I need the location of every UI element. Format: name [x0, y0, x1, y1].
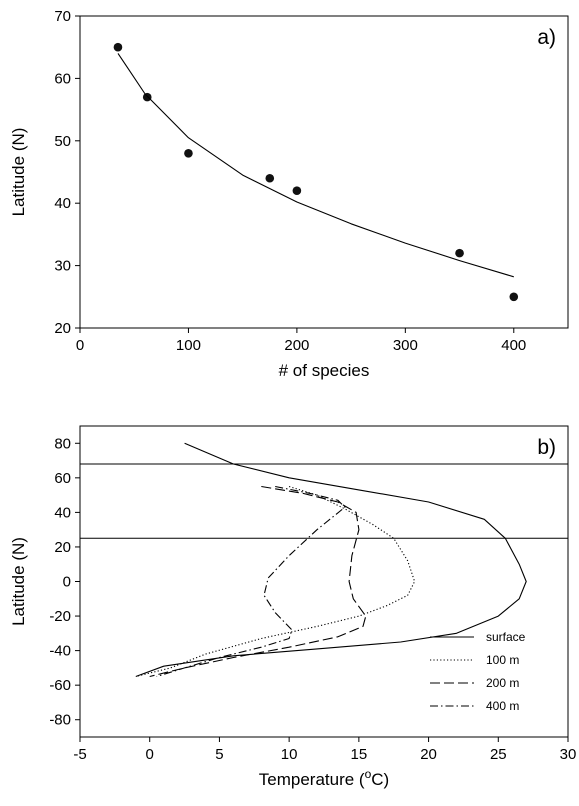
panel-a-y-tick-label: 30: [54, 258, 71, 275]
panel-a-y-tick-label: 70: [54, 8, 71, 25]
panel-b-legend-entry: 100 m: [486, 653, 519, 667]
panel-a-x-tick-label: 400: [501, 337, 526, 354]
panel-b-y-tick-label: -60: [49, 677, 71, 694]
panel-a-data-point: [113, 42, 123, 52]
panel-a-plot-frame: [79, 15, 569, 329]
panel-a-y-tick-label: 60: [54, 70, 71, 87]
panel-b-x-tick-label: 30: [560, 746, 577, 763]
panel-a-scatter-chart: 0 100 200 300 400 20 30 40 50 60 70 # of species Lat…: [9, 8, 569, 380]
panel-a-y-tick-label: 50: [54, 133, 71, 150]
panel-b-y-tick-label: 80: [54, 435, 71, 452]
panel-a-y-tick-label: 20: [54, 320, 71, 337]
panel-b-x-tick-label: -5: [73, 746, 86, 763]
panel-b-series-100-m: [135, 485, 416, 678]
panel-b-panel-label: b): [537, 436, 556, 459]
panel-a-x-tick-label: 300: [393, 337, 418, 354]
panel-b-x-tick-label: 10: [281, 746, 298, 763]
panel-b-series-400-m: [156, 485, 346, 678]
panel-b-y-tick-label: 20: [54, 539, 71, 556]
panel-b-x-tick-label: 0: [146, 746, 154, 763]
panel-b-y-tick-label: 40: [54, 504, 71, 521]
panel-b-line-chart: -5 0 5 10 15 20 25 30 -80 -60 -40 -20 0 20 40 60 80 Tempe…: [9, 425, 577, 789]
panel-b-series-surface: [135, 442, 527, 678]
panel-a-data-point: [184, 148, 193, 158]
panel-b-y-tick-label: 60: [54, 470, 71, 487]
panel-b-x-axis-label: Temperature (oC): [259, 767, 389, 789]
panel-b-x-tick-label: 25: [490, 746, 507, 763]
panel-b-y-tick-label: 0: [63, 574, 71, 591]
panel-a-x-tick-label: 200: [284, 337, 309, 354]
panel-a-fit-line: [117, 53, 514, 278]
panel-b-y-axis-label: Latitude (N): [9, 537, 28, 626]
panel-b-series-200-m: [149, 485, 367, 678]
panel-b-plot-frame: [79, 425, 569, 738]
panel-b-legend-entry: 200 m: [486, 676, 519, 690]
panel-b-y-tick-label: -20: [49, 608, 71, 625]
panel-a-y-tick-label: 40: [54, 195, 71, 212]
panel-a-data-point: [509, 292, 519, 302]
panel-a-panel-label: a): [537, 26, 556, 49]
panel-b-y-tick-label: -40: [49, 643, 71, 660]
panel-a-data-point: [265, 173, 275, 183]
panel-a-x-tick-label: 0: [76, 337, 84, 354]
panel-a-x-tick-label: 100: [176, 337, 201, 354]
panel-a-data-point: [455, 248, 464, 258]
panel-b-legend-entry: surface: [486, 630, 526, 644]
panel-b-legend-entry: 400 m: [486, 699, 519, 713]
panel-b-x-tick-label: 5: [215, 746, 223, 763]
panel-a-x-axis-label: # of species: [279, 361, 370, 380]
panel-a-y-axis-label: Latitude (N): [9, 128, 28, 217]
panel-b-x-tick-label: 20: [420, 746, 437, 763]
panel-b-x-tick-label: 15: [351, 746, 368, 763]
panel-b-y-tick-label: -80: [49, 712, 71, 729]
panel-a-data-point: [142, 92, 152, 102]
panel-a-data-point: [292, 186, 302, 196]
